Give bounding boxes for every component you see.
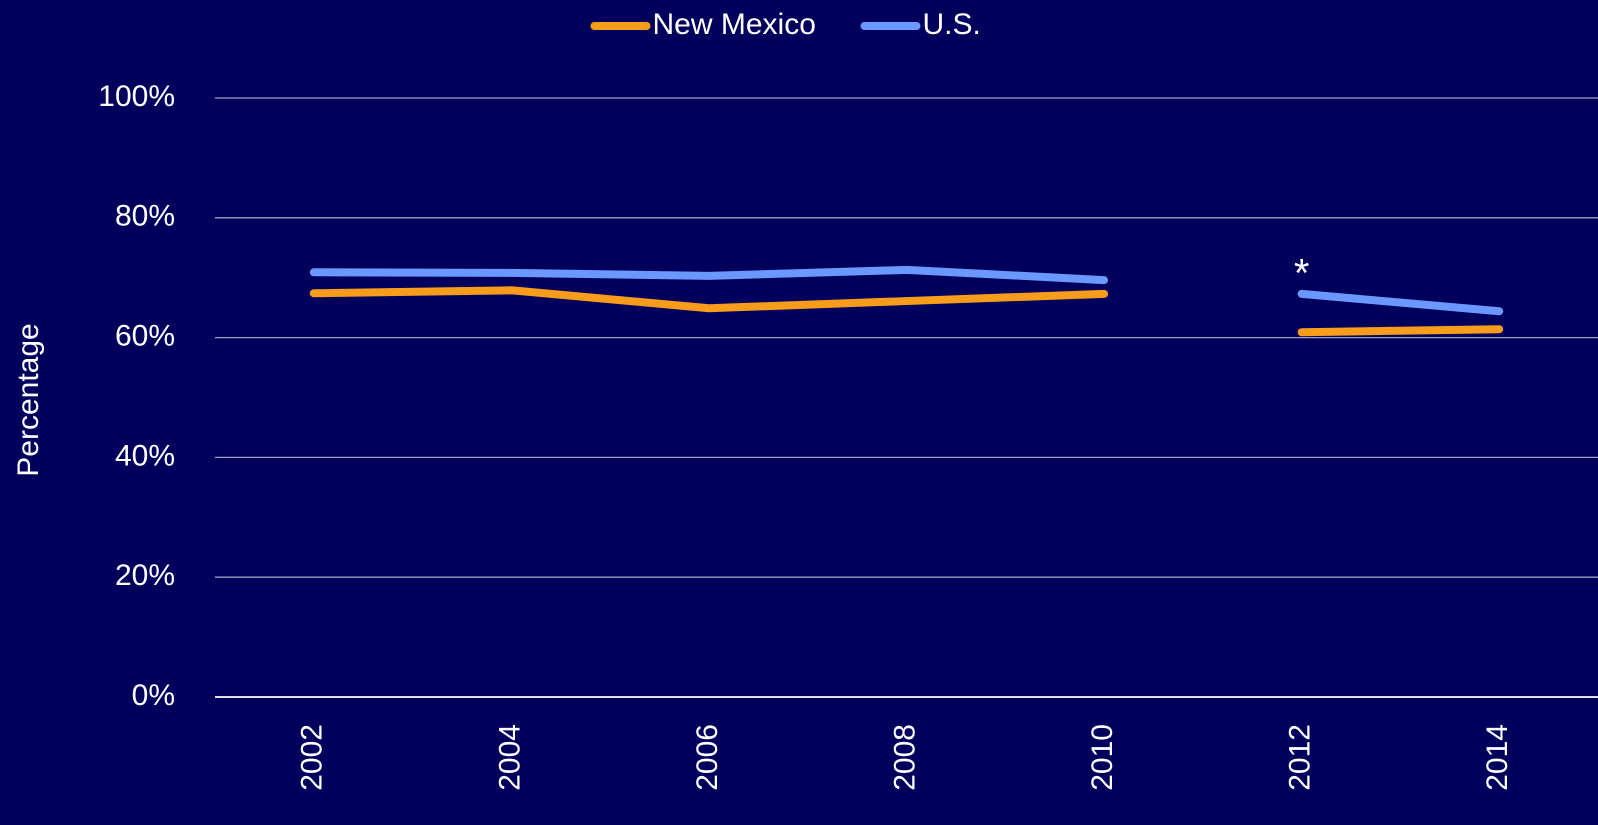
y-tick-label: 0%: [132, 679, 175, 712]
line: [309, 265, 1109, 285]
y-tick-label: 60%: [115, 320, 175, 353]
x-tick-label: 2012: [1284, 724, 1317, 791]
y-tick-label: 40%: [115, 439, 175, 472]
y-tick-label: 20%: [115, 559, 175, 592]
y-axis-label: Percentage: [12, 323, 45, 476]
line: [309, 286, 1109, 313]
y-tick-label: 80%: [115, 200, 175, 233]
y-tick-label: 100%: [98, 80, 175, 113]
x-tick-label: 2008: [888, 724, 921, 791]
line: [1297, 325, 1504, 337]
x-tick-label: 2002: [296, 724, 329, 791]
x-tick-label: 2010: [1086, 724, 1119, 791]
x-tick-label: 2006: [691, 724, 724, 791]
line: [1297, 289, 1504, 316]
x-tick-label: 2004: [493, 724, 526, 791]
legend-label: New Mexico: [653, 8, 816, 41]
annotation: *: [1294, 251, 1310, 295]
legend-label: U.S.: [923, 8, 981, 41]
x-tick-label: 2014: [1481, 724, 1514, 791]
